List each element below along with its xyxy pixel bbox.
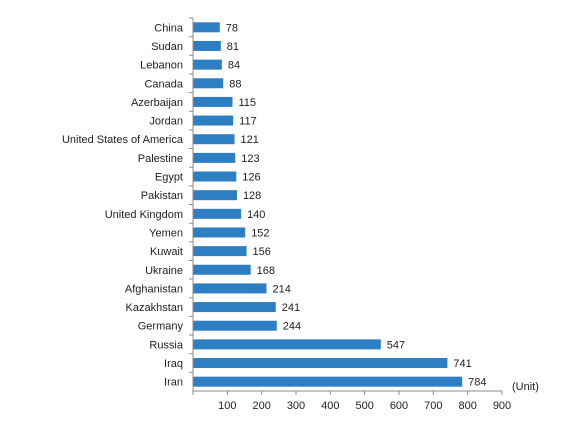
bar-azerbaijan <box>193 96 233 107</box>
value-label: 126 <box>242 172 260 184</box>
labels-group: China 78 Sudan 81 Lebanon 84 Canada 88 Azerbaija… <box>62 22 487 388</box>
category-label: Egypt <box>155 172 183 184</box>
category-label: United Kingdom <box>105 209 183 221</box>
category-label: Pakistan <box>141 190 183 202</box>
value-label: 123 <box>241 153 259 165</box>
x-tick-label: 500 <box>355 400 373 412</box>
x-tick-label: 300 <box>287 400 305 412</box>
category-label: Iraq <box>164 358 183 370</box>
category-label: Iran <box>164 377 183 389</box>
bar-afghanistan <box>193 283 267 294</box>
category-label: Yemen <box>149 227 183 239</box>
bar-germany <box>193 320 277 331</box>
category-label: Kazakhstan <box>126 302 183 314</box>
category-label: Palestine <box>138 153 183 165</box>
bar-ukraine <box>193 264 251 275</box>
bar-palestine <box>193 152 236 163</box>
value-label: 115 <box>238 97 256 109</box>
category-label: Azerbaijan <box>131 97 183 109</box>
unit-label: (Unit) <box>512 381 539 393</box>
category-label: Ukraine <box>145 265 183 277</box>
category-label: Lebanon <box>140 60 183 72</box>
bar-jordan <box>193 115 234 126</box>
bar-iraq <box>193 358 448 369</box>
category-label: United States of America <box>62 134 184 146</box>
value-label: 741 <box>453 358 471 370</box>
value-label: 547 <box>387 339 405 351</box>
value-label: 156 <box>253 246 271 258</box>
category-label: Afghanistan <box>125 283 183 295</box>
bar-china <box>193 22 220 33</box>
x-tick-label: 400 <box>321 400 339 412</box>
category-label: Germany <box>138 321 184 333</box>
value-label: 128 <box>243 190 261 202</box>
bar-canada <box>193 78 224 89</box>
category-label: China <box>154 22 184 34</box>
bars-group <box>193 22 463 387</box>
value-label: 152 <box>251 227 269 239</box>
category-label: Jordan <box>149 116 183 128</box>
bar-sudan <box>193 40 221 51</box>
value-label: 168 <box>257 265 275 277</box>
value-label: 241 <box>282 302 300 314</box>
x-tick-label: 600 <box>390 400 408 412</box>
bar-russia <box>193 339 381 350</box>
value-label: 244 <box>283 321 301 333</box>
x-tick-label: 100 <box>218 400 236 412</box>
bar-lebanon <box>193 59 222 70</box>
category-label: Sudan <box>151 41 183 53</box>
category-label: Kuwait <box>150 246 183 258</box>
x-tick-label: 200 <box>252 400 270 412</box>
category-label: Russia <box>149 339 184 351</box>
bar-pakistan <box>193 190 237 201</box>
category-label: Canada <box>144 78 183 90</box>
bar-united-states-of-america <box>193 134 235 145</box>
x-tick-label: 800 <box>458 400 476 412</box>
value-label: 214 <box>272 283 290 295</box>
value-label: 78 <box>226 22 238 34</box>
value-label: 88 <box>229 78 241 90</box>
x-tick-label: 700 <box>424 400 442 412</box>
bar-kuwait <box>193 246 247 257</box>
bar-egypt <box>193 171 237 182</box>
axes-group: 100 200 300 400 500 600 700 800 900 <box>189 17 511 412</box>
value-label: 121 <box>241 134 259 146</box>
bar-kazakhstan <box>193 302 276 313</box>
value-label: 84 <box>228 60 240 72</box>
x-tick-label: 900 <box>493 400 511 412</box>
bar-united-kingdom <box>193 208 242 219</box>
bar-iran <box>193 376 463 387</box>
value-label: 81 <box>227 41 239 53</box>
value-label: 784 <box>468 377 486 389</box>
bar-yemen <box>193 227 246 238</box>
value-label: 117 <box>239 116 257 128</box>
value-label: 140 <box>247 209 265 221</box>
